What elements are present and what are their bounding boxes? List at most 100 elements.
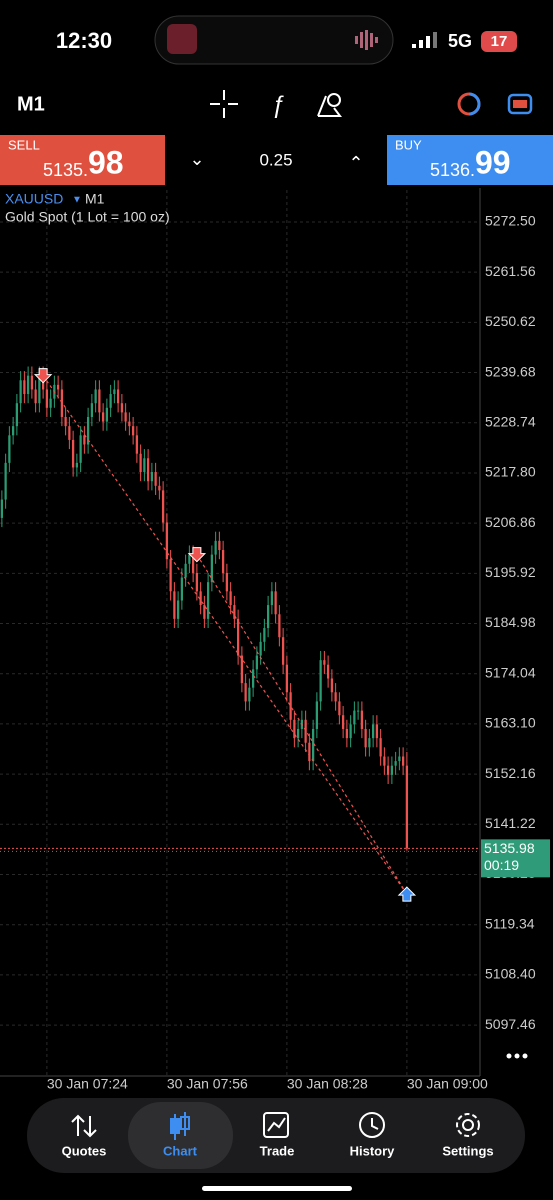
indicator-icon[interactable]: ƒ — [271, 91, 284, 118]
trade-nav-icon[interactable] — [263, 1112, 289, 1138]
candle-body — [214, 540, 217, 555]
candle-body — [83, 435, 86, 445]
candle-body — [192, 554, 195, 573]
settings-icon[interactable] — [456, 1113, 480, 1137]
candle-body — [398, 756, 401, 762]
sell-button[interactable] — [0, 135, 165, 185]
buy-price-big: 99 — [475, 144, 511, 180]
nav-label[interactable]: History — [350, 1143, 396, 1158]
signal — [412, 32, 437, 48]
candle-body — [274, 591, 277, 615]
candle-body — [297, 728, 300, 739]
crosshair-icon[interactable] — [210, 90, 238, 118]
x-tick-label: 30 Jan 07:24 — [47, 1076, 128, 1092]
y-tick-label: 5141.22 — [485, 815, 536, 831]
candle-body — [87, 416, 90, 445]
candle-body — [390, 765, 393, 775]
candle-body — [113, 389, 116, 395]
bid-label: 5135.98 — [484, 840, 535, 856]
candle-body — [12, 426, 15, 436]
candle-body — [327, 664, 330, 679]
candle-body — [225, 572, 228, 592]
volume[interactable]: 0.25 — [259, 150, 292, 169]
candle-body — [120, 403, 123, 413]
candle-body — [285, 664, 288, 693]
dynamic-island — [154, 15, 394, 65]
candle-body — [383, 756, 386, 766]
chart-icon[interactable] — [170, 1112, 190, 1140]
objects-icon[interactable] — [317, 93, 342, 117]
candle-body — [90, 403, 93, 417]
candle-body — [98, 389, 101, 413]
candle-body — [45, 389, 48, 408]
y-tick-label: 5097.46 — [485, 1016, 536, 1032]
candle-body — [165, 522, 168, 560]
symbol[interactable]: XAUUSD — [5, 191, 63, 207]
candle-body — [124, 412, 127, 422]
y-tick-label: 5184.98 — [485, 614, 536, 630]
candle-body — [139, 453, 142, 473]
volume-up[interactable]: ⌃ — [348, 153, 363, 173]
y-tick-label: 5250.62 — [485, 313, 536, 329]
volume-down[interactable]: ⌄ — [189, 149, 204, 169]
chart-subtitle: Gold Spot (1 Lot = 100 oz) — [5, 209, 170, 225]
candle-body — [267, 605, 270, 629]
candle-body — [222, 550, 225, 573]
battery-level: 17 — [491, 33, 508, 50]
candle-body — [379, 738, 382, 757]
candle-body — [353, 710, 356, 725]
y-tick-label: 5228.74 — [485, 413, 536, 429]
candle-body — [345, 728, 348, 739]
candle-body — [128, 421, 131, 427]
x-tick-label: 30 Jan 09:00 — [407, 1076, 488, 1092]
candle-body — [109, 394, 112, 408]
candle-body — [405, 765, 408, 849]
y-tick-label: 5195.92 — [485, 564, 536, 580]
buy-button[interactable] — [387, 135, 553, 185]
timeframe[interactable]: M1 — [17, 93, 45, 115]
candle-body — [49, 398, 52, 408]
candle-body — [180, 577, 183, 601]
x-tick-label: 30 Jan 07:56 — [167, 1076, 248, 1092]
nav-label[interactable]: Chart — [163, 1143, 198, 1158]
grid: 5272.50 5261.56 5250.62 5239.68 5228.74 5217.… — [0, 190, 536, 1092]
candle-body — [195, 572, 198, 592]
candle-body — [237, 618, 240, 656]
candle-body — [72, 439, 75, 468]
app-thumb — [167, 24, 197, 54]
candle-body — [150, 472, 153, 482]
nav-label[interactable]: Quotes — [62, 1143, 107, 1158]
candle-body — [255, 655, 258, 670]
y-tick-label: 5152.16 — [485, 765, 536, 781]
account-icon[interactable] — [457, 92, 481, 116]
y-tick-label: 5272.50 — [485, 213, 536, 229]
network: 5G — [448, 31, 472, 51]
candle-body — [64, 416, 67, 427]
candle-body — [34, 389, 37, 404]
quotes-icon[interactable] — [71, 1114, 97, 1138]
trade-icon[interactable] — [507, 93, 533, 115]
symbol-caret: ▼ — [72, 195, 82, 206]
candle-body — [315, 701, 318, 729]
candle-body — [0, 499, 3, 518]
candle-body — [360, 710, 363, 729]
more-icon[interactable] — [506, 1053, 528, 1059]
nav-label[interactable]: Trade — [260, 1143, 295, 1158]
y-tick-label: 5108.40 — [485, 966, 536, 982]
nav-label[interactable]: Settings — [442, 1143, 493, 1158]
candle-body — [402, 756, 405, 766]
candle-body — [270, 591, 273, 606]
candle-body — [143, 458, 146, 473]
candle-body — [308, 742, 311, 762]
buy-arrow — [397, 886, 417, 902]
nav-bar — [27, 1098, 525, 1173]
candle-body — [282, 637, 285, 665]
candle-body — [188, 554, 191, 564]
history-icon[interactable] — [359, 1112, 385, 1138]
candle-body — [349, 724, 352, 739]
candle-body — [79, 435, 82, 463]
candle-body — [173, 591, 176, 619]
candle-body — [387, 765, 390, 775]
